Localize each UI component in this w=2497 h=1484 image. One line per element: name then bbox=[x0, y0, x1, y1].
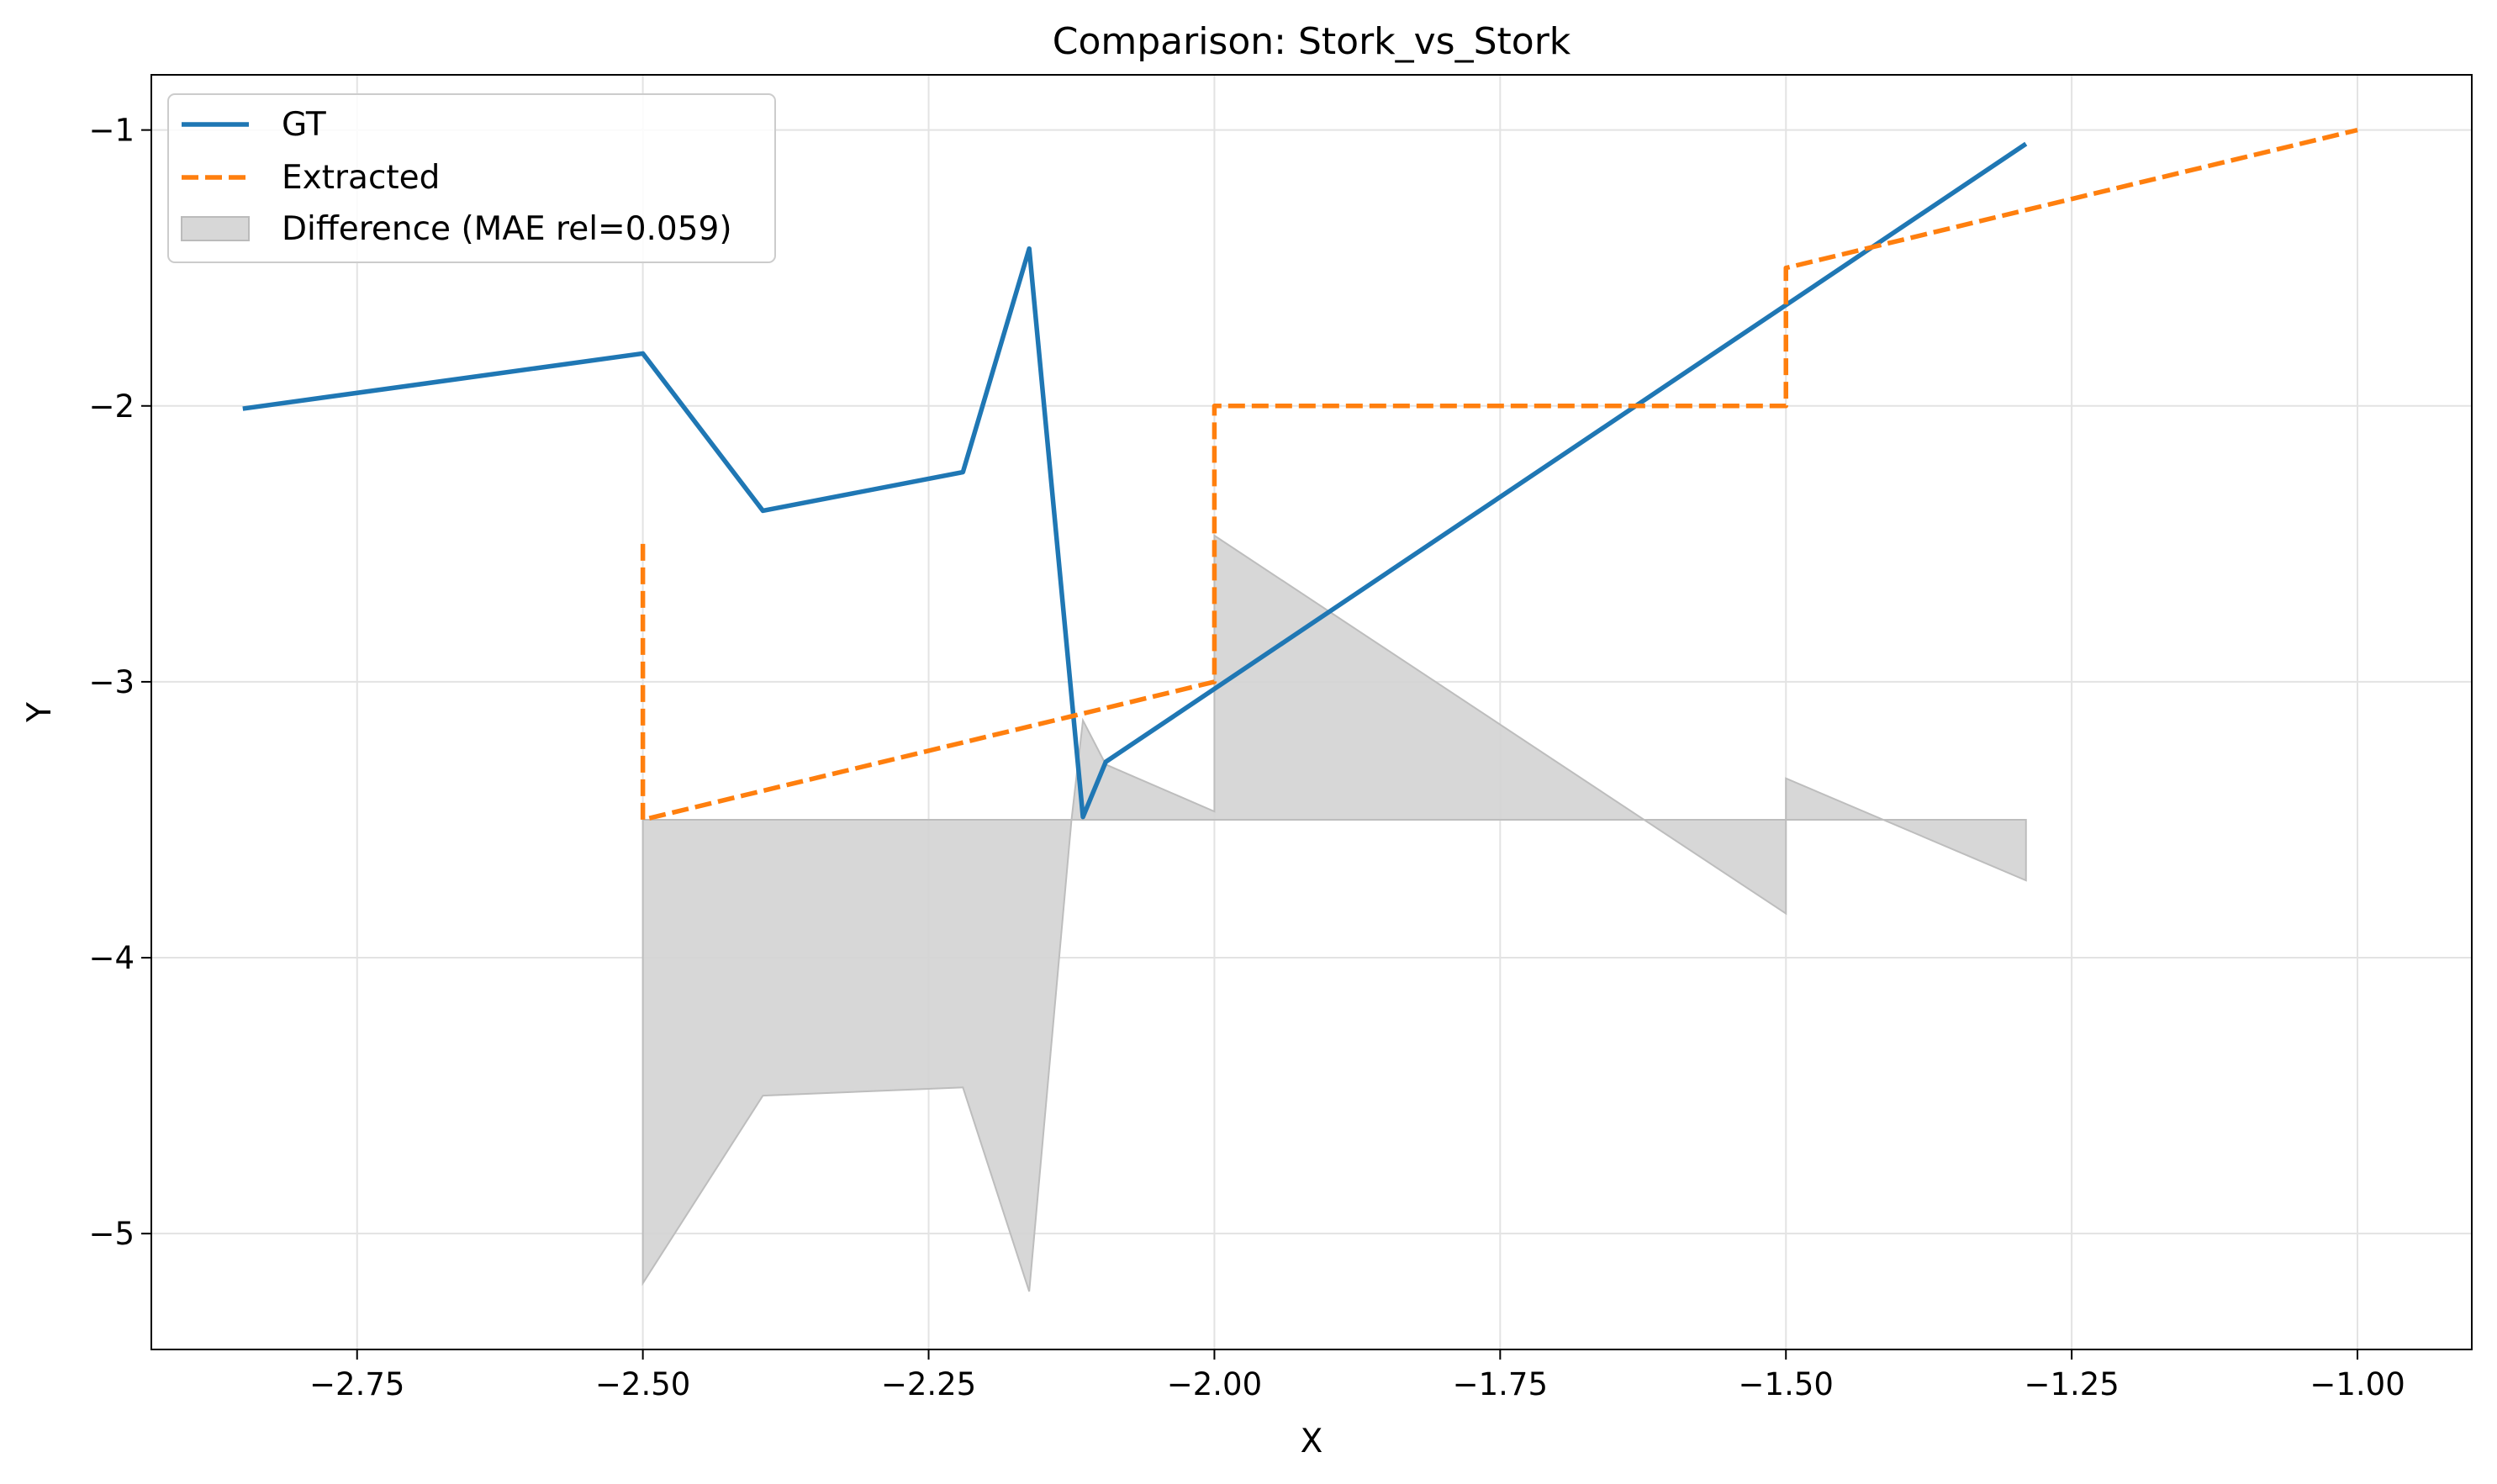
x-tick-label: −1.25 bbox=[2024, 1366, 2119, 1402]
x-tick-label: −1.75 bbox=[1453, 1366, 1548, 1402]
y-tick-label: −5 bbox=[88, 1216, 135, 1252]
x-axis-label: X bbox=[1301, 1423, 1323, 1460]
x-tick-label: −2.00 bbox=[1167, 1366, 1262, 1402]
legend: GT Extracted Difference (MAE rel=0.059) bbox=[167, 93, 776, 263]
series-gt-line bbox=[242, 141, 2028, 820]
chart-title: Comparison: Stork_vs_Stork bbox=[1053, 20, 1571, 63]
y-tick-label: −4 bbox=[88, 940, 135, 976]
y-tick-label: −2 bbox=[88, 388, 135, 425]
y-axis-label: Y bbox=[21, 702, 59, 723]
x-tick-label: −1.50 bbox=[1739, 1366, 1834, 1402]
legend-difference-swatch bbox=[181, 216, 250, 241]
series-extracted-line bbox=[640, 127, 2358, 822]
y-tick-label: −1 bbox=[88, 113, 135, 149]
x-tick-label: −2.50 bbox=[595, 1366, 690, 1402]
y-tick-label: −3 bbox=[88, 664, 135, 700]
legend-box bbox=[167, 93, 776, 263]
legend-extracted-label: Extracted bbox=[282, 159, 440, 197]
x-tick-label: −2.25 bbox=[881, 1366, 976, 1402]
legend-difference-label: Difference (MAE rel=0.059) bbox=[282, 210, 732, 248]
x-axis-ticks: −2.75 −2.50 −2.25 −2.00 −1.75 −1.50 −1.25 −1.00 bbox=[309, 1349, 2405, 1402]
legend-gt-label: GT bbox=[282, 106, 326, 144]
series-layer bbox=[242, 127, 2358, 822]
y-axis-ticks: −1 −2 −3 −4 −5 bbox=[88, 113, 151, 1252]
plot-frame bbox=[150, 74, 2473, 1350]
x-tick-label: −2.75 bbox=[309, 1366, 404, 1402]
x-tick-label: −1.00 bbox=[2310, 1366, 2405, 1402]
